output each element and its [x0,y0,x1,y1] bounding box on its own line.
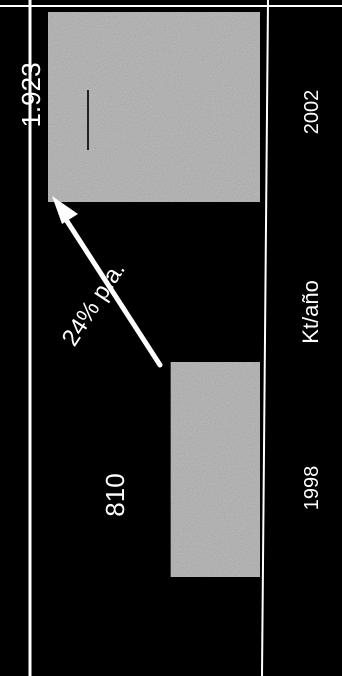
unit-label: Kt/año [298,280,323,344]
growth-arrow-icon [52,196,78,224]
category-label-1998: 1998 [301,466,323,511]
category-axis-line [261,0,269,676]
value-label-1923: 1.923 [16,62,46,127]
bar-2002 [48,12,260,202]
bar-1998 [170,362,260,577]
category-label-2002: 2002 [301,90,323,135]
growth-arrow-line [62,215,163,368]
value-label-810: 810 [100,473,130,516]
